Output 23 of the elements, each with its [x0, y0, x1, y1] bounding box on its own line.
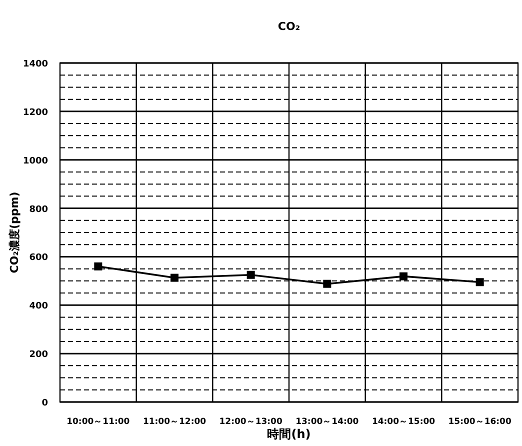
y-tick-label: 1000 [22, 156, 48, 166]
point [400, 272, 408, 280]
x-tick-label: 12:00～13:00 [219, 417, 282, 427]
y-tick-label: 200 [29, 350, 48, 360]
chart-title: CO₂ [278, 20, 300, 33]
point [323, 280, 332, 288]
x-axis-title: 時間(h) [267, 427, 311, 441]
y-tick-label: 800 [29, 204, 48, 215]
x-tick-label: 14:00～15:00 [372, 417, 436, 427]
y-tick-label: 1200 [22, 108, 48, 118]
y-axis-title: CO₂濃度(ppm) [8, 192, 21, 274]
y-tick-label: 400 [29, 302, 48, 312]
point [94, 262, 102, 270]
x-tick-label: 10:00～11:00 [66, 417, 130, 427]
x-tick-label: 13:00～14:00 [296, 417, 359, 427]
point [476, 278, 484, 286]
y-tick-label: 0 [42, 398, 48, 408]
point [246, 270, 255, 279]
y-tick-label: 1400 [22, 60, 48, 70]
x-tick-label: 11:00～12:00 [142, 417, 206, 427]
y-tick-label: 600 [29, 253, 48, 264]
point [170, 274, 178, 282]
x-tick-label: 15:00～16:00 [448, 417, 512, 427]
